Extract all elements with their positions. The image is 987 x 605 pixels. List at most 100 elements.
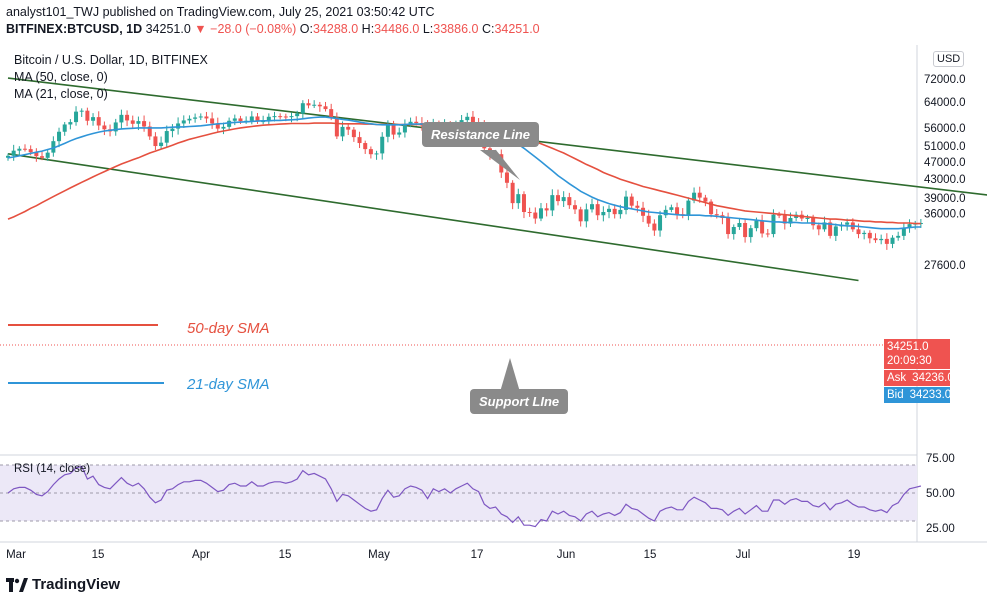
candle-body (408, 121, 413, 125)
candle-body (113, 122, 118, 132)
ask-value: 34236.0 (912, 372, 954, 384)
price-tick-label: 72000.0 (924, 74, 966, 86)
candle-body (697, 192, 702, 198)
candle-body (79, 110, 84, 112)
candle-body (646, 215, 651, 224)
candle-body (198, 116, 203, 118)
candle-body (658, 215, 663, 231)
candle-body (504, 172, 509, 183)
time-axis-ticks: Mar 15 Apr 15 May 17 Jun 15 Jul 19 (6, 549, 860, 561)
candle-body (159, 142, 164, 147)
candle-body (176, 123, 181, 129)
candle-body (125, 114, 130, 121)
candle-body (232, 118, 237, 121)
candle-body (601, 212, 606, 216)
candle-body (363, 143, 368, 150)
candle-body (221, 126, 226, 129)
brand-name: TradingView (32, 576, 121, 593)
candle-body (210, 118, 215, 124)
bid-box: Bid 34233.0 (884, 387, 951, 403)
candle-body (788, 217, 793, 224)
candle-body (459, 120, 464, 124)
candle-body (567, 197, 572, 206)
candle-body (890, 237, 895, 244)
close-label: C: (481, 22, 495, 36)
candle-body (11, 150, 16, 156)
rsi-label: RSI (14, close) (14, 463, 91, 475)
candle-body (782, 215, 787, 224)
candle-body (96, 117, 101, 126)
candle-body (397, 132, 402, 135)
candle-body (765, 233, 770, 235)
candle-body (805, 217, 810, 219)
candle-body (6, 155, 10, 158)
candle-body (323, 106, 328, 110)
candle-body (470, 116, 475, 124)
candle-body (510, 182, 515, 204)
candle-body (266, 116, 271, 122)
candle-body (896, 235, 901, 238)
legend-ma21[interactable]: MA (21, close, 0) (14, 87, 108, 101)
price-tick-label: 64000.0 (924, 97, 966, 109)
candle-body (629, 196, 634, 206)
candle-body (527, 212, 532, 214)
candle-body (62, 124, 67, 132)
candle-body (130, 120, 135, 124)
candle-body (884, 238, 889, 244)
support-trend-line (7, 153, 859, 282)
candle-body (612, 208, 617, 215)
candle-body (255, 116, 260, 122)
candle-body (737, 223, 742, 228)
candle-body (544, 208, 549, 211)
candle-body (703, 197, 708, 202)
close-value: 34251.0 (494, 22, 540, 36)
candle-body (23, 148, 28, 150)
symbol: BITFINEX:BTCUSD, 1D (6, 22, 143, 36)
rsi-band (0, 464, 917, 522)
candle-body (51, 141, 56, 153)
candle-body (675, 207, 680, 215)
candle-body (669, 207, 674, 210)
sma50-label: 50-day SMA (187, 320, 270, 337)
candle-body (306, 103, 311, 106)
candle-body (686, 200, 691, 215)
candle-body (533, 212, 538, 219)
legend-title: Bitcoin / U.S. Dollar, 1D, BITFINEX (14, 53, 208, 67)
candle-body (760, 220, 765, 234)
candle-body (204, 116, 209, 119)
candle-body (34, 152, 39, 157)
time-tick-label: 15 (644, 549, 657, 561)
candle-body (828, 222, 833, 236)
resistance-callout-pointer (480, 150, 520, 180)
candle-body (555, 195, 560, 202)
candle-body (317, 104, 322, 107)
candle-body (652, 223, 657, 231)
candle-body (164, 131, 169, 143)
candle-body (714, 214, 719, 216)
candle-body (142, 121, 147, 127)
candle-body (856, 229, 861, 235)
candle-body (119, 114, 124, 123)
candle-body (414, 121, 419, 124)
last-price: 34251.0 (887, 341, 929, 353)
chart-header: analyst101_TWJ published on TradingView.… (6, 4, 906, 38)
currency-button[interactable]: USD (933, 51, 965, 67)
rsi-polyline (7, 465, 922, 528)
low-value: 33886.0 (433, 22, 479, 36)
tradingview-logo-icon (6, 577, 28, 592)
candle-body (187, 118, 192, 121)
candle-body (17, 148, 22, 151)
candle-body (300, 103, 305, 114)
candle-body (465, 116, 470, 121)
price-axis-ticks: 72000.0 64000.0 56000.0 51000.0 47000.0 43000… (924, 74, 966, 272)
candle-body (901, 227, 906, 236)
candle-body (380, 136, 385, 154)
candle-body (193, 117, 198, 119)
candle-body (170, 128, 175, 132)
candle-body (68, 122, 73, 125)
candle-body (368, 149, 373, 155)
publish-info: analyst101_TWJ published on TradingView.… (6, 5, 435, 19)
candle-body (312, 104, 317, 106)
legend-ma50[interactable]: MA (50, close, 0) (14, 70, 108, 84)
